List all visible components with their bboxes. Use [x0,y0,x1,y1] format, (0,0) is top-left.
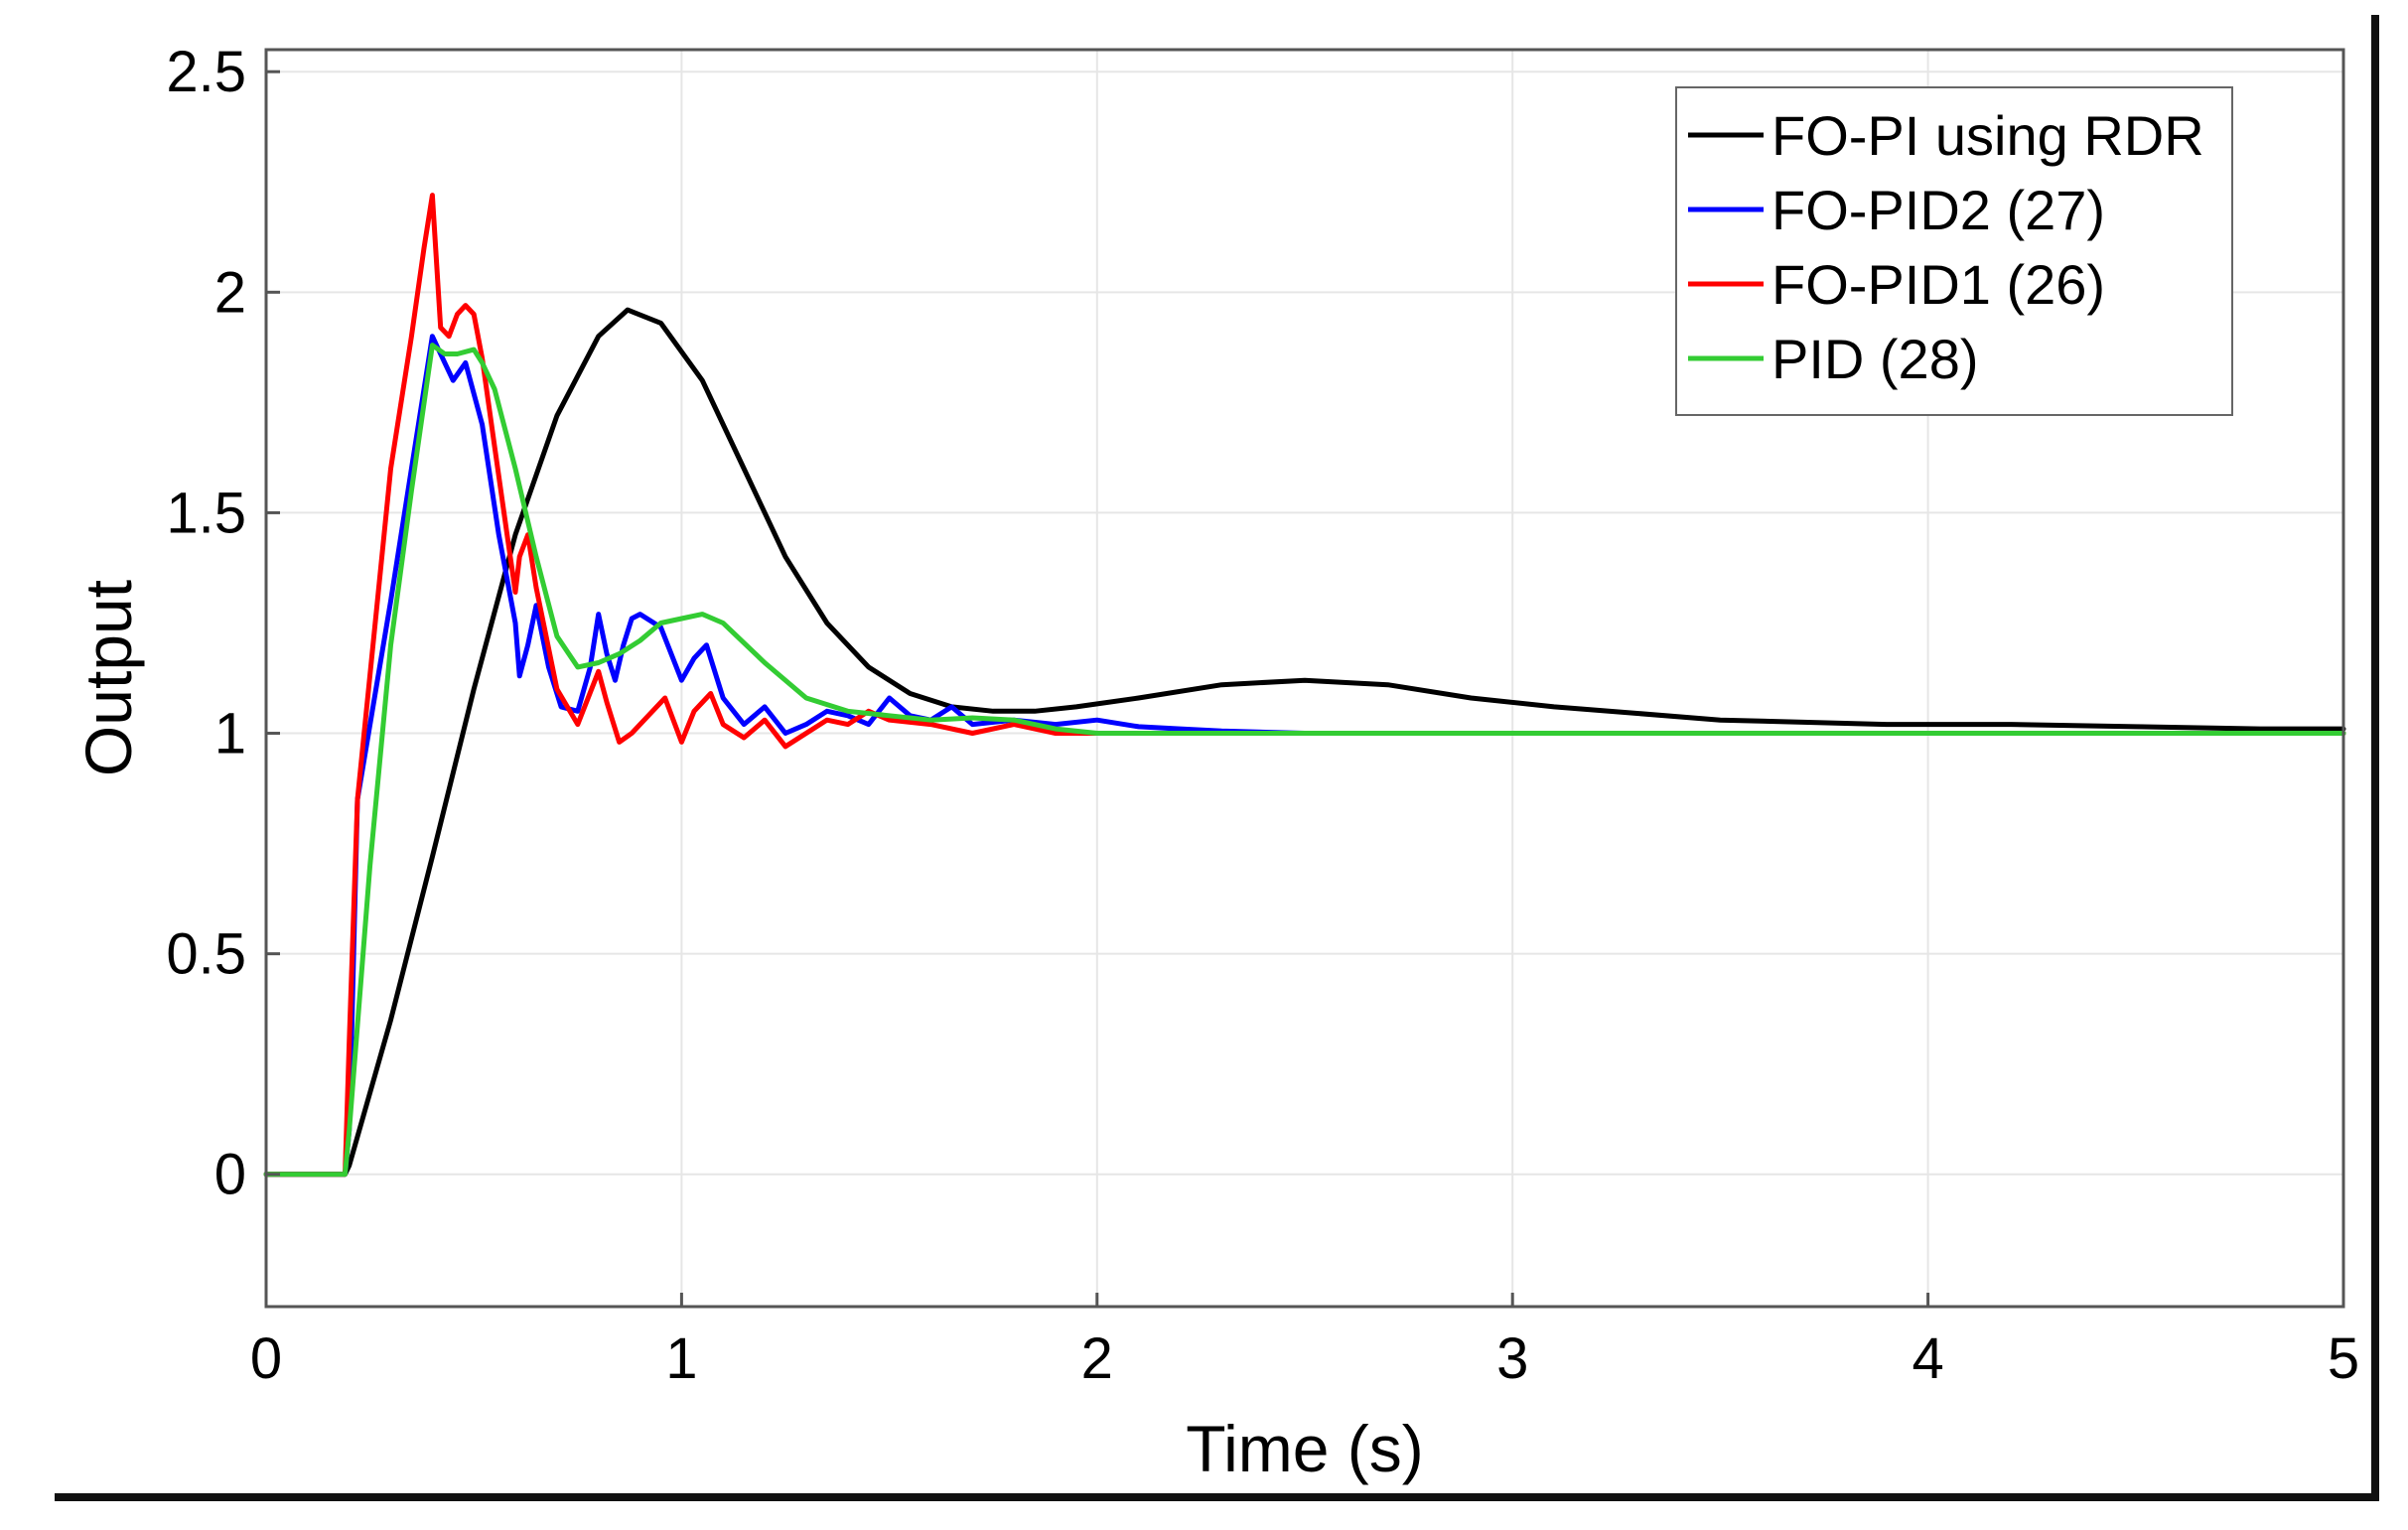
series-line-2 [263,334,2346,1178]
y-tick-label: 1 [214,702,246,766]
y-tick-label: 1.5 [166,481,246,545]
legend: FO-PI using RDR FO-PID2 (27) FO-PID1 (26) P… [1675,86,2233,416]
y-ticks: 0 0.5 1 1.5 2 2.5 [166,40,280,1207]
x-tick-label: 5 [2328,1326,2359,1391]
legend-label-1: FO-PI using RDR [1771,104,2204,167]
series-lines [263,193,2346,1178]
series-line-1 [263,307,2346,1178]
x-tick-label: 1 [665,1326,697,1391]
legend-box [1675,86,2233,416]
x-ticks: 0 1 2 3 4 5 [250,1293,2359,1391]
x-tick-label: 4 [1912,1326,1943,1391]
y-tick-label: 0.5 [166,922,246,987]
legend-label-2: FO-PID2 (27) [1771,179,2105,241]
series-line-4 [263,343,2346,1178]
y-tick-label: 2.5 [166,40,246,104]
x-tick-label: 3 [1496,1326,1528,1391]
legend-label-3: FO-PID1 (26) [1771,253,2105,316]
x-tick-label: 0 [250,1326,282,1391]
legend-label-4: PID (28) [1771,328,1979,390]
x-axis-title: Time (s) [1186,1412,1424,1485]
x-tick-label: 2 [1081,1326,1113,1391]
plot-frame [264,48,2345,1309]
series-line-3 [263,193,2346,1178]
y-axis-title: Output [71,580,145,776]
y-tick-label: 2 [214,260,246,325]
y-tick-label: 0 [214,1143,246,1207]
